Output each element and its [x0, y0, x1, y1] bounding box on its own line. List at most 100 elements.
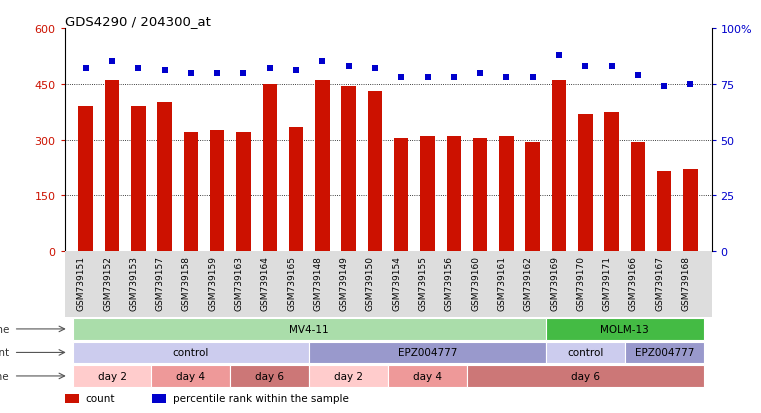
Bar	[158, 103, 172, 252]
Text: day 2: day 2	[97, 371, 126, 381]
Bar	[604, 112, 619, 252]
Text: day 2: day 2	[334, 371, 363, 381]
Point	[395, 75, 407, 81]
Bar	[631, 142, 645, 252]
Text: GSM739166: GSM739166	[629, 255, 638, 310]
Point	[474, 70, 486, 77]
Point	[422, 75, 434, 81]
Point	[684, 81, 696, 88]
FancyBboxPatch shape	[309, 342, 546, 363]
Bar	[152, 394, 166, 403]
Text: GSM739156: GSM739156	[445, 255, 454, 310]
FancyBboxPatch shape	[231, 365, 309, 387]
Text: MV4-11: MV4-11	[289, 324, 329, 334]
Bar	[499, 137, 514, 252]
Text: GSM739165: GSM739165	[287, 255, 296, 310]
Point	[290, 68, 302, 75]
Text: GSM739158: GSM739158	[182, 255, 191, 310]
Point	[317, 59, 329, 66]
Bar	[236, 133, 250, 252]
Text: GSM739155: GSM739155	[419, 255, 428, 310]
Text: GSM739150: GSM739150	[366, 255, 375, 310]
Text: GSM739159: GSM739159	[209, 255, 217, 310]
Point	[185, 70, 197, 77]
Text: day 4: day 4	[413, 371, 442, 381]
FancyBboxPatch shape	[72, 365, 151, 387]
Bar	[289, 127, 304, 252]
Bar	[105, 81, 119, 252]
Bar	[342, 86, 356, 252]
Bar	[683, 170, 698, 252]
Point	[369, 66, 381, 72]
Bar	[131, 107, 145, 252]
Text: GSM739169: GSM739169	[550, 255, 559, 310]
Point	[264, 66, 276, 72]
FancyBboxPatch shape	[151, 365, 231, 387]
Text: control: control	[567, 348, 603, 358]
Point	[447, 75, 460, 81]
Bar	[263, 85, 277, 252]
Point	[658, 83, 670, 90]
Text: EPZ004777: EPZ004777	[635, 348, 694, 358]
Text: agent: agent	[0, 348, 10, 358]
Point	[158, 68, 170, 75]
Point	[80, 66, 92, 72]
Point	[553, 52, 565, 59]
Bar	[578, 114, 593, 252]
Point	[106, 59, 118, 66]
Text: GSM739164: GSM739164	[261, 255, 270, 310]
Bar	[65, 394, 79, 403]
Point	[237, 70, 250, 77]
Bar	[315, 81, 330, 252]
Text: count: count	[85, 393, 115, 403]
Text: EPZ004777: EPZ004777	[398, 348, 457, 358]
Text: day 6: day 6	[571, 371, 600, 381]
FancyBboxPatch shape	[72, 318, 546, 340]
Bar	[183, 133, 198, 252]
Text: GSM739149: GSM739149	[339, 255, 349, 310]
FancyBboxPatch shape	[309, 365, 388, 387]
Text: GSM739162: GSM739162	[524, 255, 533, 310]
Point	[579, 64, 591, 70]
Text: GSM739148: GSM739148	[314, 255, 323, 310]
Text: day 6: day 6	[255, 371, 285, 381]
Point	[132, 66, 145, 72]
Bar	[473, 138, 487, 252]
Text: GSM739171: GSM739171	[603, 255, 612, 310]
Text: GSM739152: GSM739152	[103, 255, 112, 310]
Point	[500, 75, 512, 81]
Text: percentile rank within the sample: percentile rank within the sample	[173, 393, 349, 403]
Bar	[447, 137, 461, 252]
Text: GSM739160: GSM739160	[471, 255, 480, 310]
Bar	[78, 107, 93, 252]
FancyBboxPatch shape	[546, 318, 704, 340]
Point	[632, 72, 644, 79]
Bar	[368, 92, 382, 252]
Text: GSM739153: GSM739153	[129, 255, 139, 310]
Text: GSM739161: GSM739161	[498, 255, 506, 310]
Text: GSM739151: GSM739151	[77, 255, 86, 310]
Text: GSM739170: GSM739170	[576, 255, 585, 310]
Point	[606, 64, 618, 70]
FancyBboxPatch shape	[72, 342, 309, 363]
FancyBboxPatch shape	[546, 342, 625, 363]
Text: GSM739168: GSM739168	[682, 255, 690, 310]
FancyBboxPatch shape	[467, 365, 704, 387]
FancyBboxPatch shape	[625, 342, 704, 363]
Text: cell line: cell line	[0, 324, 10, 334]
Text: GSM739154: GSM739154	[392, 255, 401, 310]
Bar	[210, 131, 224, 252]
Bar	[657, 172, 671, 252]
Text: day 4: day 4	[177, 371, 205, 381]
Text: control: control	[173, 348, 209, 358]
Point	[342, 64, 355, 70]
Bar	[526, 142, 540, 252]
Text: time: time	[0, 371, 10, 381]
Text: GDS4290 / 204300_at: GDS4290 / 204300_at	[65, 15, 211, 28]
Text: GSM739163: GSM739163	[234, 255, 244, 310]
Text: GSM739157: GSM739157	[155, 255, 164, 310]
Bar	[394, 138, 409, 252]
Text: GSM739167: GSM739167	[655, 255, 664, 310]
Bar	[420, 137, 435, 252]
Bar	[552, 81, 566, 252]
